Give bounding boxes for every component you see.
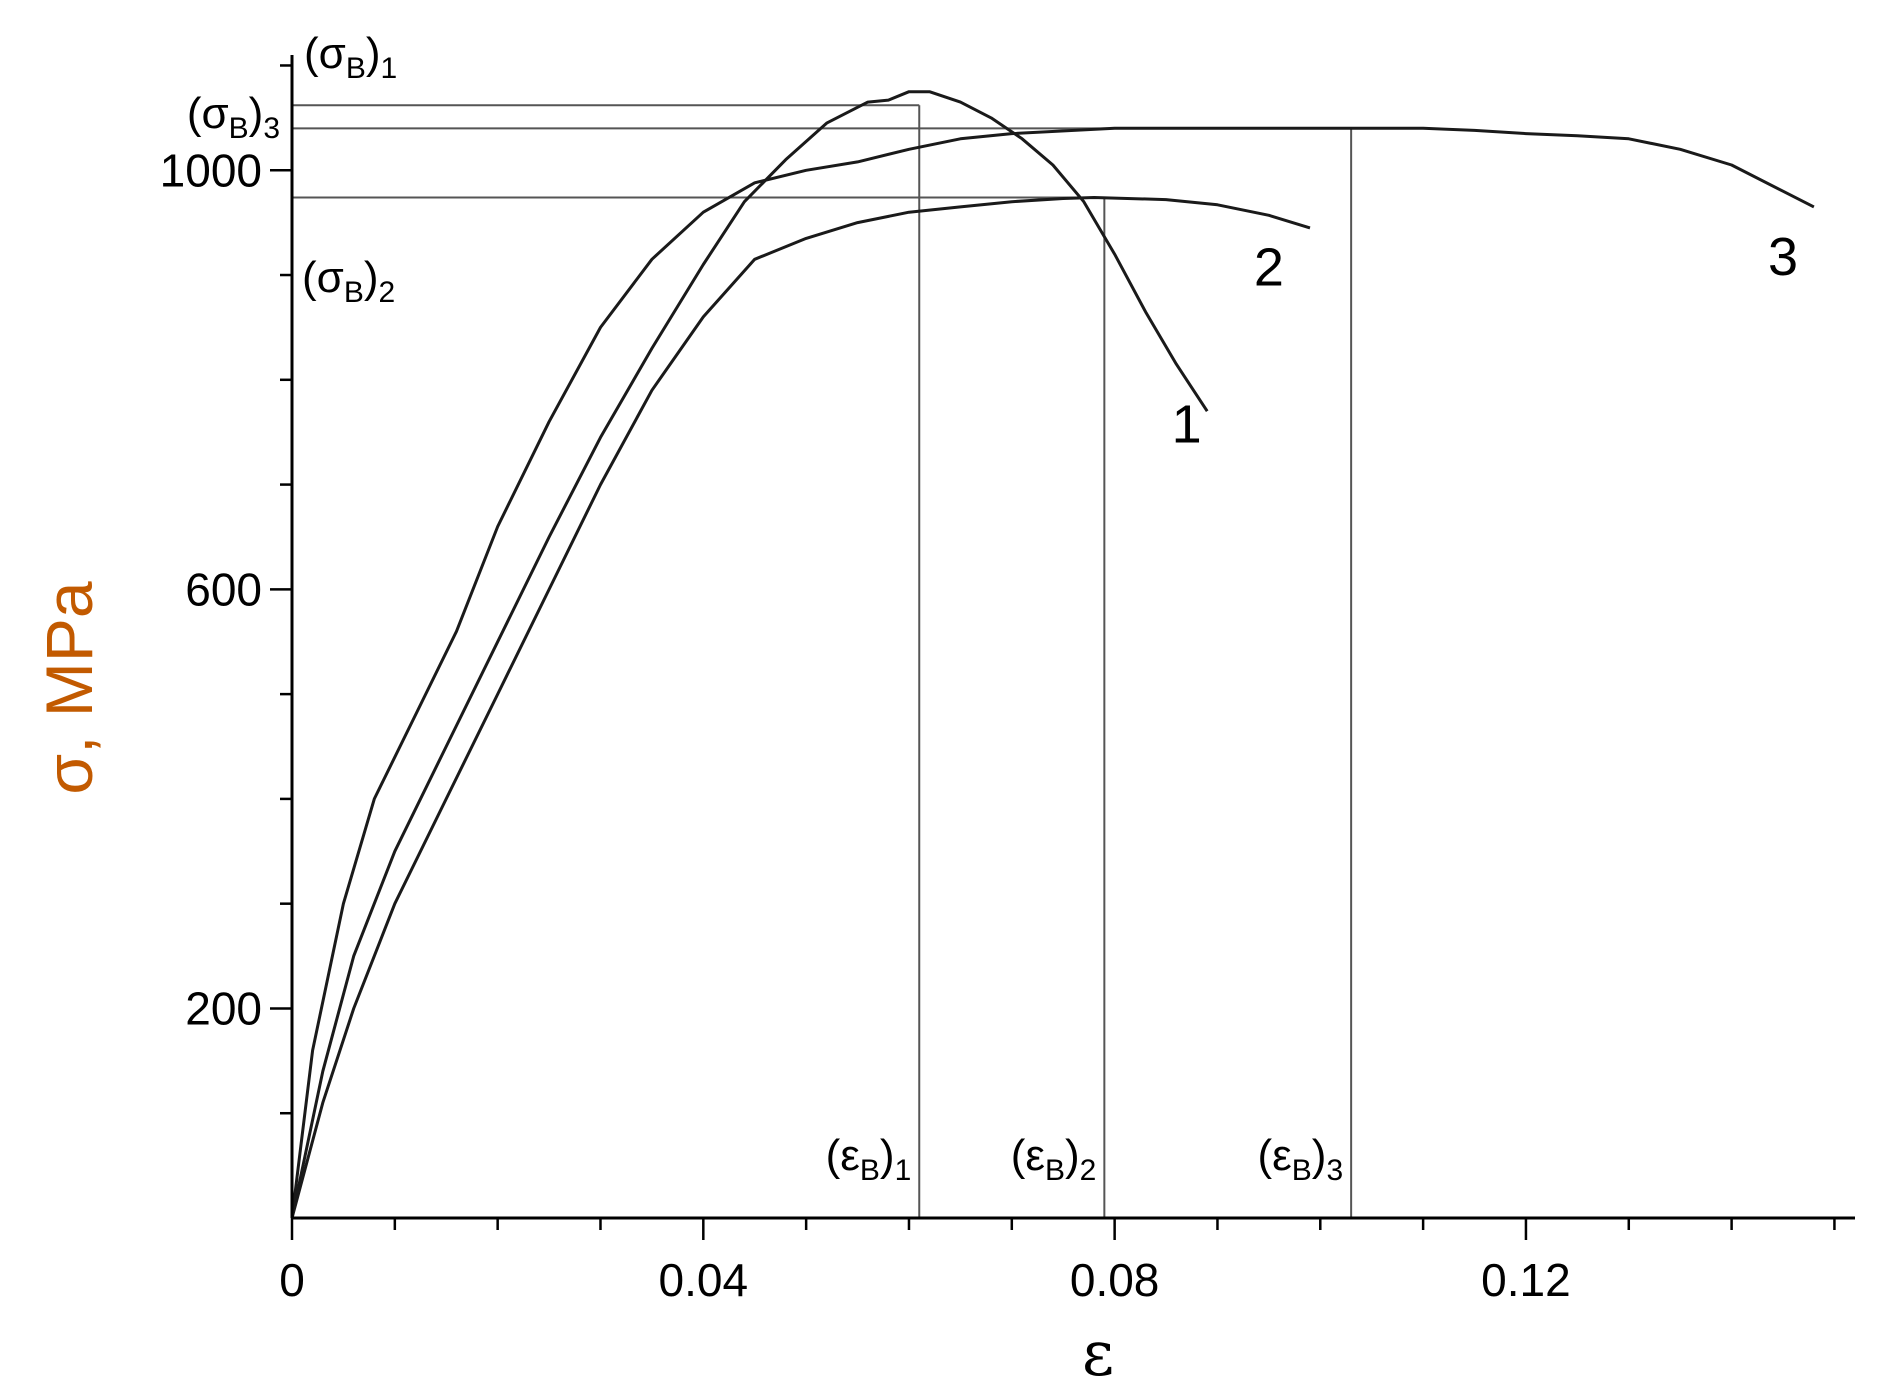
y-tick-label: 600 bbox=[185, 563, 262, 615]
curve-2 bbox=[290, 196, 1311, 1219]
sigma-ultimate-label-3: (σB)3 bbox=[187, 89, 280, 145]
x-tick-label: 0.04 bbox=[659, 1254, 749, 1306]
x-axis-title: ε bbox=[1082, 1317, 1114, 1390]
epsilon-ultimate-label-3: (εB)3 bbox=[1257, 1131, 1343, 1187]
y-tick-label: 1000 bbox=[160, 144, 262, 196]
sigma-ultimate-label-2: (σB)2 bbox=[302, 253, 395, 309]
y-axis-title: σ, MPa bbox=[32, 581, 106, 794]
curve-1 bbox=[290, 90, 1209, 1219]
ultimate-point-guides bbox=[292, 104, 1353, 1218]
stress-strain-curves bbox=[290, 90, 1815, 1219]
x-tick-label: 0.12 bbox=[1481, 1254, 1571, 1306]
epsilon-ultimate-label-1: (εB)1 bbox=[826, 1131, 912, 1187]
curve-label-3: 3 bbox=[1768, 227, 1798, 287]
y-tick-label: 200 bbox=[185, 982, 262, 1034]
x-tick-label: 0 bbox=[279, 1254, 305, 1306]
chart-labels: 1 2 3 (σB)1 (σB)2 (σB)3 (εB)1 (εB)2 (εB)3 bbox=[187, 29, 1798, 1187]
axes: 0 0.04 0.08 0.12 200 600 1000 bbox=[160, 55, 1855, 1306]
x-tick-label: 0.08 bbox=[1070, 1254, 1160, 1306]
sigma-ultimate-label-1: (σB)1 bbox=[304, 29, 397, 85]
curve-label-1: 1 bbox=[1172, 395, 1202, 455]
curve-3 bbox=[290, 126, 1815, 1219]
epsilon-ultimate-label-2: (εB)2 bbox=[1011, 1131, 1097, 1187]
curve-label-2: 2 bbox=[1254, 238, 1284, 298]
